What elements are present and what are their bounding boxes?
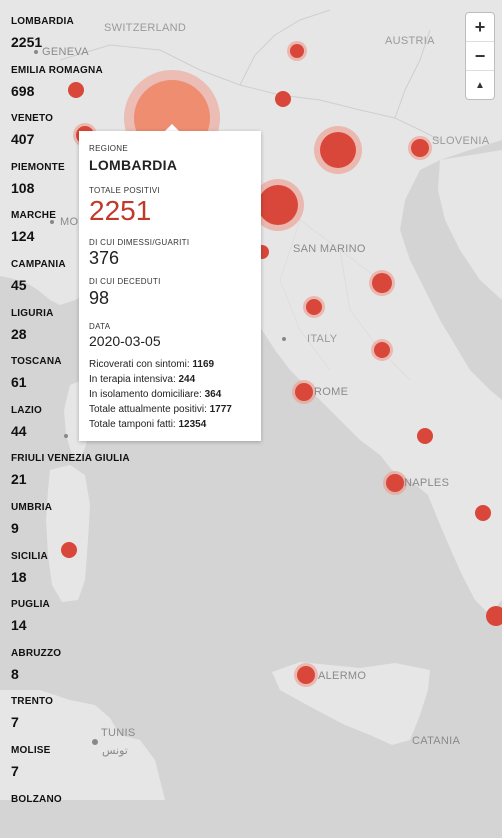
popup-detail-label: Totale tamponi fatti:	[89, 419, 176, 430]
popup-detail-label: In terapia intensiva:	[89, 374, 176, 385]
compass-reset-button[interactable]: ▲	[466, 71, 494, 99]
bubble-trento[interactable]	[275, 91, 291, 107]
region-item[interactable]: LOMBARDIA 2251	[11, 12, 131, 61]
bubble-veneto[interactable]	[320, 132, 356, 168]
region-name: SICILIA	[11, 547, 131, 563]
region-item[interactable]: MOLISE 7	[11, 741, 131, 790]
zoom-out-button[interactable]: −	[466, 42, 494, 71]
popup-guariti-label: DI CUI DIMESSI/GUARITI	[89, 238, 189, 247]
region-name: TRENTO	[11, 692, 131, 708]
popup-detail-label: Totale attualmente positivi:	[89, 404, 207, 415]
popup-regione-label: REGIONE	[89, 144, 128, 153]
region-name: VENETO	[11, 109, 131, 125]
label-slovenia: SLOVENIA	[432, 135, 489, 147]
bubble-molise[interactable]	[475, 505, 491, 521]
popup-deceduti: 98	[89, 288, 109, 309]
region-item[interactable]: UMBRIA 9	[11, 498, 131, 547]
bubble-toscana[interactable]	[306, 299, 322, 315]
label-rome: ROME	[314, 386, 348, 398]
popup-detail-line: Totale tamponi fatti: 12354	[89, 419, 206, 430]
region-count: 21	[11, 470, 131, 488]
region-name: UMBRIA	[11, 498, 131, 514]
region-name: ABRUZZO	[11, 644, 131, 660]
popup-detail-label: In isolamento domiciliare:	[89, 389, 202, 400]
bubble-sicilia[interactable]	[297, 666, 315, 684]
region-name: EMILIA ROMAGNA	[11, 61, 131, 77]
bubble-marche[interactable]	[372, 273, 392, 293]
compass-icon: ▲	[475, 80, 485, 91]
popup-detail-line: In terapia intensiva: 244	[89, 374, 195, 385]
popup-positivi: 2251	[89, 195, 151, 227]
popup-regione: LOMBARDIA	[89, 157, 177, 173]
bubble-campania[interactable]	[386, 474, 404, 492]
region-count: 7	[11, 713, 131, 731]
region-count: 2251	[11, 33, 131, 51]
bubble-friuli-venezia-giulia[interactable]	[411, 139, 429, 157]
popup-detail-value: 1169	[192, 359, 214, 370]
region-item[interactable]: ABRUZZO 8	[11, 644, 131, 693]
italy-marker	[282, 337, 286, 341]
region-name: LOMBARDIA	[11, 12, 131, 28]
region-item[interactable]: TRENTO 7	[11, 692, 131, 741]
popup-data: 2020-03-05	[89, 333, 161, 349]
bubble-abruzzo[interactable]	[417, 428, 433, 444]
label-italy: ITALY	[307, 333, 337, 345]
region-item[interactable]: SICILIA 18	[11, 547, 131, 596]
region-item[interactable]: PUGLIA 14	[11, 595, 131, 644]
region-name: FRIULI VENEZIA GIULIA	[11, 449, 131, 465]
region-count: 14	[11, 616, 131, 634]
popup-detail-value: 1777	[210, 404, 232, 415]
zoom-control: + − ▲	[465, 12, 495, 100]
label-catania: CATANIA	[412, 735, 460, 747]
label-palermo: ALERMO	[318, 670, 366, 682]
popup-data-label: DATA	[89, 322, 110, 331]
bubble-bolzano[interactable]	[290, 44, 304, 58]
popup-detail-line: Ricoverati con sintomi: 1169	[89, 359, 214, 370]
label-san-marino: SAN MARINO	[293, 243, 366, 255]
label-austria: AUSTRIA	[385, 35, 435, 47]
region-count: 9	[11, 519, 131, 537]
region-item[interactable]: FRIULI VENEZIA GIULIA 21	[11, 449, 131, 498]
region-item[interactable]: BOLZANO	[11, 790, 131, 838]
region-count: 698	[11, 82, 131, 100]
popup-detail-line: Totale attualmente positivi: 1777	[89, 404, 232, 415]
region-count: 7	[11, 762, 131, 780]
region-count: 18	[11, 568, 131, 586]
bubble-umbria[interactable]	[374, 342, 390, 358]
label-naples: NAPLES	[404, 477, 449, 489]
bubble-lazio[interactable]	[295, 383, 313, 401]
region-item[interactable]: EMILIA ROMAGNA 698	[11, 61, 131, 110]
region-name: PUGLIA	[11, 595, 131, 611]
popup-detail-value: 364	[205, 389, 222, 400]
region-count: 8	[11, 665, 131, 683]
bubble-emilia-romagna[interactable]	[258, 185, 298, 225]
popup-detail-value: 244	[179, 374, 196, 385]
region-name: BOLZANO	[11, 790, 131, 806]
popup-detail-label: Ricoverati con sintomi:	[89, 359, 190, 370]
popup-deceduti-label: DI CUI DECEDUTI	[89, 277, 161, 286]
region-name: MOLISE	[11, 741, 131, 757]
popup-detail-value: 12354	[179, 419, 207, 430]
region-popup: REGIONE LOMBARDIA TOTALE POSITIVI 2251 D…	[79, 131, 261, 441]
popup-guariti: 376	[89, 248, 119, 269]
popup-detail-line: In isolamento domiciliare: 364	[89, 389, 221, 400]
popup-positivi-label: TOTALE POSITIVI	[89, 186, 160, 195]
zoom-in-button[interactable]: +	[466, 13, 494, 42]
